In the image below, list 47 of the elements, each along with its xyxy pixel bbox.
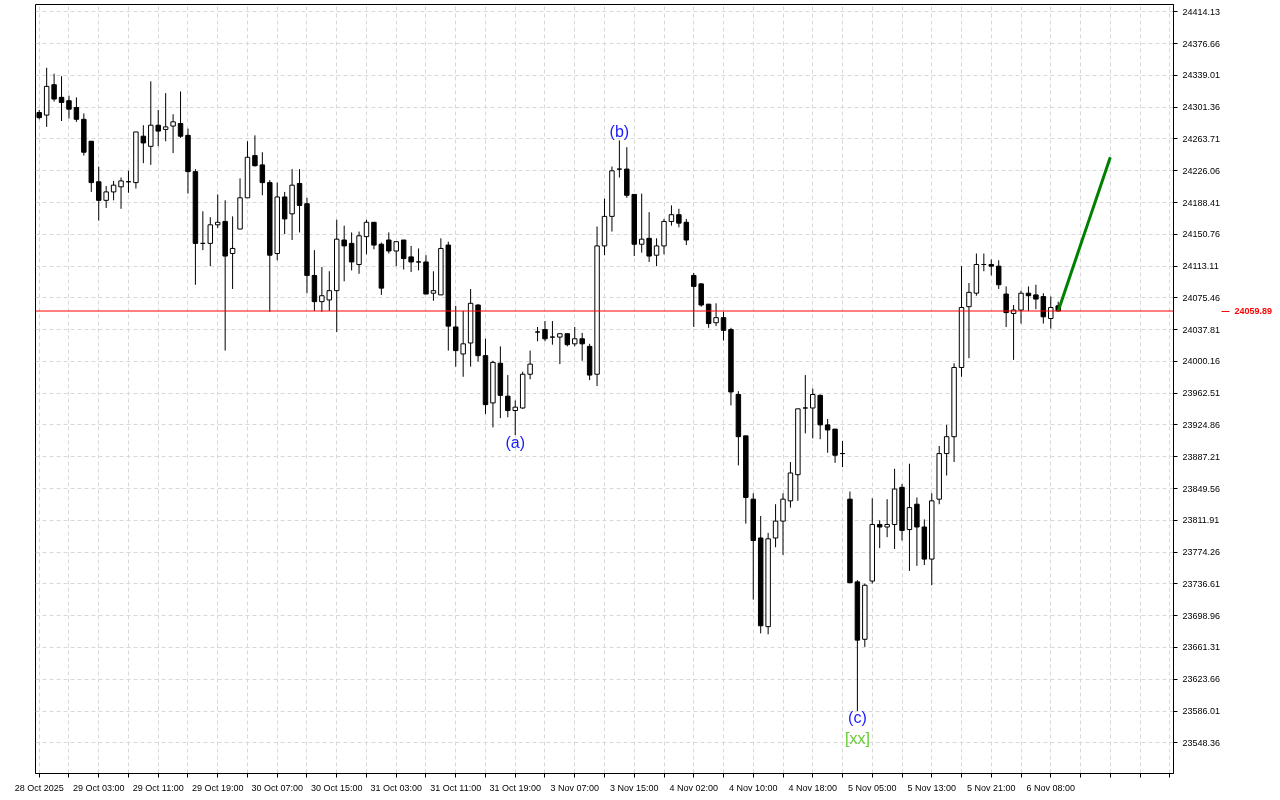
x-tick-label: 31 Oct 11:00 xyxy=(430,782,482,793)
y-tick-label: 23774.26 xyxy=(1182,547,1221,558)
y-tick-label: 24000.16 xyxy=(1182,356,1221,367)
x-tick-label: 29 Oct 19:00 xyxy=(191,782,244,793)
y-tick-label: 24414.13 xyxy=(1182,6,1221,17)
y-tick-label: 23736.61 xyxy=(1182,578,1221,589)
x-tick-label: 3 Nov 07:00 xyxy=(550,782,600,793)
annotation: (c) xyxy=(848,709,867,727)
annotation: (b) xyxy=(609,122,630,140)
x-tick-label: 28 Oct 2025 xyxy=(14,782,64,793)
y-tick-label: 23661.31 xyxy=(1182,642,1221,653)
y-tick-label: 23924.86 xyxy=(1182,419,1221,430)
y-tick-label: 24226.06 xyxy=(1182,165,1221,176)
x-tick-label: 6 Nov 08:00 xyxy=(1026,782,1076,793)
y-tick-label: 23698.96 xyxy=(1182,610,1221,621)
annotation: (a) xyxy=(505,434,526,452)
x-tick-label: 5 Nov 21:00 xyxy=(967,782,1016,793)
x-tick-label: 29 Oct 11:00 xyxy=(132,782,184,793)
ref-line-label: 24059.89 xyxy=(1234,306,1273,317)
y-tick-label: 23811.91 xyxy=(1182,515,1220,526)
y-tick-label: 23623.66 xyxy=(1182,674,1221,685)
x-tick-label: 30 Oct 07:00 xyxy=(251,782,304,793)
x-tick-label: 4 Nov 10:00 xyxy=(728,782,778,793)
x-tick-label: 4 Nov 18:00 xyxy=(788,782,838,793)
x-tick-label: 5 Nov 13:00 xyxy=(907,782,957,793)
annotation: [xx] xyxy=(844,730,870,748)
y-tick-label: 24188.41 xyxy=(1182,197,1221,208)
y-tick-label: 24075.46 xyxy=(1182,292,1221,303)
x-tick-label: 31 Oct 03:00 xyxy=(370,782,423,793)
y-tick-label: 24263.71 xyxy=(1182,133,1221,144)
y-tick-label: 24339.01 xyxy=(1182,70,1221,81)
x-tick-label: 31 Oct 19:00 xyxy=(489,782,542,793)
y-tick-label: 23962.51 xyxy=(1182,388,1221,399)
x-tick-label: 3 Nov 15:00 xyxy=(609,782,659,793)
x-tick-label: 29 Oct 03:00 xyxy=(72,782,125,793)
y-tick-label: 24301.36 xyxy=(1182,102,1221,113)
x-tick-label: 4 Nov 02:00 xyxy=(669,782,719,793)
y-tick-label: 24376.66 xyxy=(1182,38,1221,49)
y-tick-label: 23586.01 xyxy=(1182,706,1221,717)
y-tick-label: 23887.21 xyxy=(1182,451,1221,462)
x-tick-label: 30 Oct 15:00 xyxy=(310,782,363,793)
y-tick-label: 23548.36 xyxy=(1182,737,1221,748)
x-tick-label: 5 Nov 05:00 xyxy=(848,782,897,793)
y-tick-label: 24113.11 xyxy=(1182,261,1219,272)
y-tick-label: 23849.56 xyxy=(1182,483,1221,494)
y-tick-label: 24037.81 xyxy=(1182,324,1221,335)
y-tick-label: 24150.76 xyxy=(1182,229,1221,240)
